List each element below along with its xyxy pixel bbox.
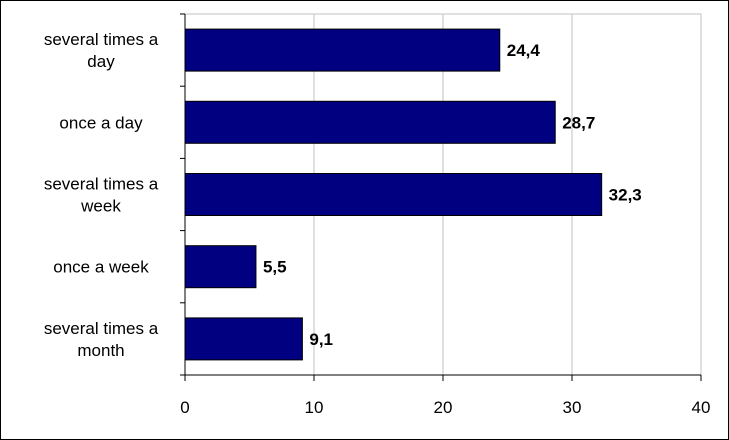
bar-4	[184, 317, 303, 361]
data-label-1: 28,7	[562, 113, 595, 132]
data-label-4: 9,1	[309, 330, 333, 349]
x-tick-label-3: 30	[563, 398, 582, 417]
category-label-4: several times a month	[44, 319, 159, 360]
bar-1	[184, 100, 556, 144]
x-tick-label-4: 40	[692, 398, 711, 417]
x-tick-label-0: 0	[180, 398, 189, 417]
bar-3	[184, 245, 257, 289]
data-label-2: 32,3	[609, 186, 642, 205]
category-label-1: once a day	[59, 113, 143, 132]
data-label-3: 5,5	[263, 258, 287, 277]
x-tick-label-2: 20	[434, 398, 453, 417]
category-label-0: several times a day	[44, 30, 159, 71]
x-tick-label-1: 10	[305, 398, 324, 417]
data-label-0: 24,4	[507, 41, 541, 60]
category-label-2: several times a week	[44, 175, 159, 216]
bar-0	[184, 28, 501, 72]
category-label-3: once a week	[53, 258, 149, 277]
bar-2	[184, 173, 603, 216]
